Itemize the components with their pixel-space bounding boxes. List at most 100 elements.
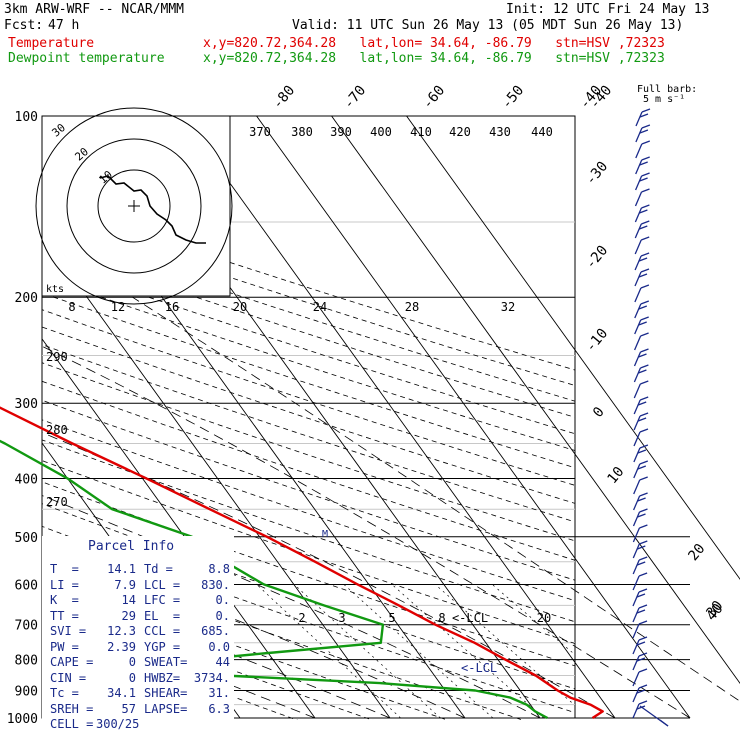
wind-barb <box>633 431 641 447</box>
parcel-row-6-col-2: SWEAT= <box>144 655 188 669</box>
parcel-row-6-col-0: CAPE = <box>50 655 94 669</box>
wind-barb-flag <box>638 369 647 374</box>
wind-speed-scale-label: 28 <box>405 300 419 314</box>
wind-barb-flag <box>636 641 646 646</box>
mixing-ratio-line <box>256 584 401 719</box>
wind-barb <box>632 543 640 559</box>
wind-barb <box>635 111 643 127</box>
mixing-ratio-line <box>343 584 494 719</box>
wind-barb-flag <box>637 417 647 422</box>
wind-barb <box>634 223 642 239</box>
pressure-label-100: 100 <box>15 110 38 125</box>
wind-barb <box>632 527 640 543</box>
full-barb-speed: 5 m s⁻¹ <box>643 94 686 105</box>
wind-barb-flag <box>641 140 651 145</box>
isotherm-top-label: -80 <box>270 83 299 113</box>
wind-barb-flag <box>638 353 647 358</box>
parcel-row-1-col-1: 7.9 <box>114 577 136 592</box>
location-temperature: x,y=820.72,364.28 lat,lon= 34.64, -86.79… <box>203 36 665 51</box>
wind-barb <box>632 559 640 575</box>
wind-barb <box>634 303 642 319</box>
moist-adiabat <box>132 296 740 702</box>
parcel-row-4-col-0: SVI = <box>50 624 87 638</box>
pressure-label-800: 800 <box>15 654 38 669</box>
forecast-hour: 47 h <box>48 18 80 33</box>
temperature-trace <box>0 406 604 720</box>
wind-barb-flag <box>638 556 648 561</box>
wind-speed-scale-label: 12 <box>111 300 125 314</box>
wind-barb-flag <box>638 604 648 609</box>
wind-barb-surface <box>659 719 669 727</box>
theta-top-label: 420 <box>449 125 471 139</box>
dry-adiabat <box>42 598 374 720</box>
isotherm-right-label: -20 <box>583 243 612 273</box>
dry-adiabat <box>42 228 575 402</box>
parcel-row-1-col-3: 830. <box>201 577 230 592</box>
isotherm <box>406 116 740 580</box>
wind-barb <box>633 479 641 495</box>
parcel-row-6-col-1: 0 <box>128 655 136 669</box>
isotherm-top-label: -50 <box>499 83 528 113</box>
wind-barb-flag <box>640 268 650 273</box>
parcel-row-4-col-2: CCL = <box>144 624 181 638</box>
mixing-ratio-label: 3 <box>338 611 345 625</box>
pressure-label-1000: 1000 <box>7 712 38 727</box>
parcel-row-10-col-0: CELL = <box>50 717 94 731</box>
valid-time: Valid: 11 UTC Sun 26 May 13 (05 MDT Sun … <box>292 18 684 33</box>
parcel-row-1-col-0: LI = <box>50 577 79 592</box>
wind-barb-flag <box>641 188 650 193</box>
wind-barb-flag <box>638 700 648 705</box>
wind-barb-flag <box>639 524 648 529</box>
mixing-ratio-label: 5 <box>388 611 395 625</box>
mixing-ratio-line <box>293 584 441 719</box>
wind-barb-flag <box>640 316 649 321</box>
wind-barb-flag <box>640 364 649 369</box>
parcel-row-9-col-2: LAPSE= <box>144 701 188 716</box>
pressure-label-900: 900 <box>15 684 38 699</box>
wind-barb <box>634 239 642 255</box>
wind-barb-flag <box>641 172 650 177</box>
wind-barb-flag <box>637 449 647 454</box>
isotherm <box>42 338 316 719</box>
dewpoint-trace <box>0 439 549 720</box>
theta-top-label: 400 <box>370 125 392 139</box>
parcel-row-4-col-1: 12.3 <box>107 624 136 638</box>
lcl-label: <-LCL <box>461 661 498 675</box>
legend-temperature: Temperature <box>8 36 95 51</box>
wind-barb <box>634 207 642 223</box>
wind-barb-flag <box>638 668 648 673</box>
wind-barb-flag <box>638 620 648 625</box>
theta-top-label: 430 <box>489 125 511 139</box>
wind-barb <box>633 367 641 383</box>
moist-adiabat <box>42 541 466 719</box>
parcel-row-5-col-2: YGP = <box>144 639 181 654</box>
wind-barb-flag <box>639 476 648 481</box>
wind-barb <box>633 447 641 463</box>
theta-top-label: 390 <box>330 125 352 139</box>
dry-adiabat <box>42 344 575 523</box>
wind-barb <box>633 463 641 479</box>
wind-barb <box>632 655 640 671</box>
parcel-row-6-col-3: 44 <box>215 655 230 669</box>
pressure-label-600: 600 <box>15 578 38 593</box>
pressure-label-200: 200 <box>15 291 38 306</box>
theta-top-label: 380 <box>291 125 313 139</box>
wind-barb-flag <box>639 428 649 433</box>
dry-adiabat <box>42 460 575 644</box>
wind-speed-scale-label: 16 <box>165 300 179 314</box>
wind-barb-flag <box>636 593 646 598</box>
parcel-row-9-col-0: SREH = <box>50 701 94 716</box>
parcel-row-9-col-1: 57 <box>121 701 136 716</box>
parcel-row-0-col-1: 14.1 <box>107 562 136 576</box>
wind-barb-flag <box>638 257 648 262</box>
parcel-row-8-col-0: Tc = <box>50 686 79 700</box>
isotherm-right-label: -10 <box>583 326 612 356</box>
parcel-row-2-col-1: 14 <box>121 593 136 607</box>
wind-barb-flag <box>640 380 649 385</box>
init-time: Init: 12 UTC Fri 24 May 13 <box>506 2 710 17</box>
isotherm-top-label: -60 <box>420 83 449 113</box>
kts-label: kts <box>46 284 65 295</box>
wind-barb-flag <box>639 412 649 417</box>
wind-barb-flag <box>640 348 649 353</box>
isotherm <box>331 116 740 685</box>
